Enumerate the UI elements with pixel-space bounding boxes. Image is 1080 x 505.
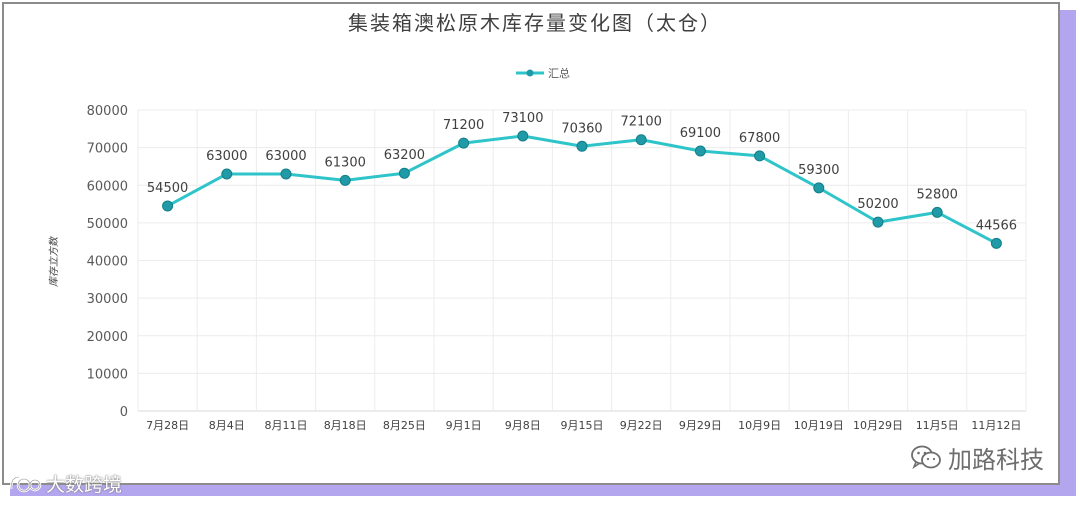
data-point <box>576 140 588 152</box>
y-tick-label: 70000 <box>87 142 128 157</box>
y-tick-label: 40000 <box>87 255 128 270</box>
x-tick-label: 9月15日 <box>561 419 604 432</box>
y-axis-ticks: 0 10000 20000 30000 40000 50000 60000 70000 8000… <box>87 104 128 420</box>
legend: 汇总 <box>516 66 570 80</box>
watermark-left-text: 大数跨境 <box>46 474 123 496</box>
x-tick-label: 8月4日 <box>209 419 245 432</box>
watermark-left: 大数跨境 <box>8 470 122 497</box>
data-label: 59300 <box>798 163 839 178</box>
data-point <box>458 137 470 149</box>
x-tick-label: 8月25日 <box>383 419 426 432</box>
y-tick-label: 10000 <box>87 367 128 382</box>
y-tick-label: 60000 <box>87 179 128 194</box>
x-tick-label: 10月9日 <box>738 419 781 432</box>
logo-icon <box>9 475 42 492</box>
wechat-icon <box>911 445 941 469</box>
data-point <box>162 200 174 212</box>
watermark-right: 加路科技 <box>910 440 1044 475</box>
y-tick-label: 30000 <box>87 292 128 307</box>
data-point <box>517 130 529 142</box>
y-tick-label: 50000 <box>87 217 128 232</box>
data-label: 63200 <box>384 148 425 163</box>
data-label: 63000 <box>206 149 247 164</box>
data-label: 69100 <box>680 126 721 141</box>
data-label: 52800 <box>917 187 958 202</box>
data-label: 61300 <box>325 155 366 170</box>
data-label: 73100 <box>502 111 543 126</box>
data-label: 71200 <box>443 118 484 133</box>
data-point <box>931 206 943 218</box>
data-point <box>221 168 233 180</box>
x-tick-label: 9月8日 <box>505 419 541 432</box>
data-label: 63000 <box>265 149 306 164</box>
y-tick-label: 0 <box>120 405 128 420</box>
x-tick-label: 10月19日 <box>794 419 844 432</box>
data-labels: 54500 63000 63000 61300 63200 71200 73100 70360… <box>147 111 1017 233</box>
y-axis-label: 库存立方数 <box>48 235 60 287</box>
data-point <box>635 134 647 146</box>
data-point <box>754 150 766 162</box>
data-point <box>398 167 410 179</box>
x-tick-label: 9月1日 <box>446 419 482 432</box>
grid <box>137 109 1027 412</box>
data-label: 50200 <box>857 197 898 212</box>
x-tick-label: 9月29日 <box>679 419 722 432</box>
data-point <box>990 237 1002 249</box>
chart-title: 集装箱澳松原木库存量变化图（太仓） <box>348 11 722 35</box>
data-label: 72100 <box>621 115 662 130</box>
data-label: 44566 <box>976 218 1017 233</box>
legend-label: 汇总 <box>548 66 570 80</box>
data-label: 67800 <box>739 131 780 146</box>
chart-frame <box>2 2 1060 485</box>
x-tick-label: 8月18日 <box>324 419 367 432</box>
data-point <box>872 216 884 228</box>
data-label: 70360 <box>561 121 602 136</box>
data-point <box>280 168 292 180</box>
data-point <box>813 182 825 194</box>
x-tick-label: 9月22日 <box>620 419 663 432</box>
data-label: 54500 <box>147 181 188 196</box>
x-tick-label: 11月5日 <box>916 419 959 432</box>
x-axis-ticks: 7月28日 8月4日 8月11日 8月18日 8月25日 9月1日 9月8日 9月15日 9月2… <box>146 419 1021 432</box>
watermark-right-text: 加路科技 <box>948 446 1044 474</box>
y-tick-label: 20000 <box>87 330 128 345</box>
x-tick-label: 7月28日 <box>146 419 189 432</box>
x-tick-label: 10月29日 <box>853 419 903 432</box>
y-tick-label: 80000 <box>87 104 128 119</box>
data-point <box>339 174 351 186</box>
x-tick-label: 8月11日 <box>265 419 308 432</box>
data-point <box>694 145 706 157</box>
legend-marker <box>526 69 534 77</box>
series-markers <box>162 130 1002 249</box>
x-tick-label: 11月12日 <box>971 419 1021 432</box>
